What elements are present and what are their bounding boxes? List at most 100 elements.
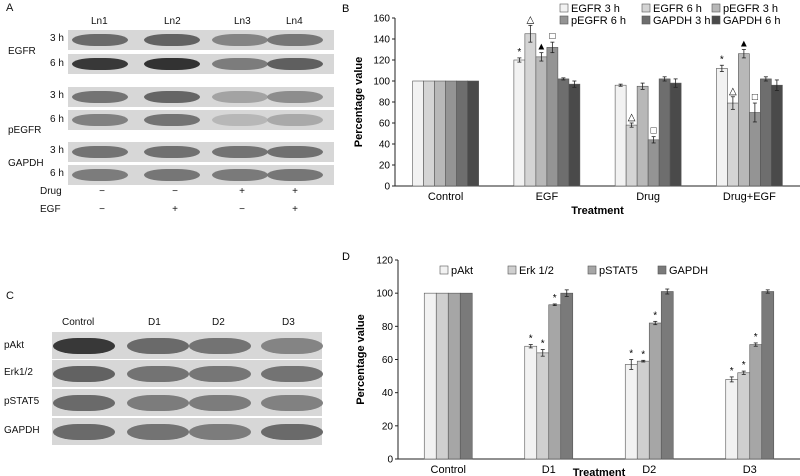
condition-sign: − xyxy=(99,186,105,197)
y-axis-label: Percentage value xyxy=(355,314,367,405)
blot-strip xyxy=(68,87,334,107)
significance-mark: ▲ xyxy=(536,42,546,53)
blot-band xyxy=(144,114,200,126)
bar xyxy=(669,82,682,187)
bar xyxy=(568,83,581,187)
category-label: Drug+EGF xyxy=(723,191,776,203)
significance-mark: □ xyxy=(752,92,758,103)
y-tick-label: 80 xyxy=(382,322,394,333)
bar xyxy=(624,364,638,460)
bar xyxy=(412,80,424,187)
y-tick-label: 140 xyxy=(373,35,390,46)
bar xyxy=(760,78,772,187)
bar xyxy=(737,372,751,460)
blot-band xyxy=(127,337,189,354)
bar xyxy=(467,80,479,187)
y-tick-label: 120 xyxy=(373,56,390,67)
significance-mark: △ xyxy=(729,86,737,97)
blot-band xyxy=(53,365,115,382)
bar xyxy=(456,80,468,187)
y-tick-label: 120 xyxy=(376,256,393,267)
bar xyxy=(761,291,775,460)
blot-band xyxy=(189,337,251,354)
y-tick-label: 60 xyxy=(382,355,394,366)
blot-strip xyxy=(68,30,334,50)
blot-row-label: Erk1/2 xyxy=(4,367,33,378)
blot-band xyxy=(267,114,323,126)
bar xyxy=(536,352,550,460)
blot-band xyxy=(267,91,323,103)
significance-mark: □ xyxy=(549,31,555,42)
significance-mark: * xyxy=(641,349,645,360)
lane-label: D3 xyxy=(282,317,295,328)
legend-label: EGFR 3 h xyxy=(571,3,620,15)
blot-band xyxy=(127,423,189,440)
legend-swatch xyxy=(657,265,667,275)
y-tick-label: 20 xyxy=(379,161,391,172)
bar xyxy=(423,80,435,187)
blot-band xyxy=(144,34,200,46)
panel-d-chart: D 0 20 40 60 80 100 120 Percentage value Control… xyxy=(342,251,800,476)
bar xyxy=(716,68,728,187)
legend-swatch xyxy=(559,15,569,25)
blot-band xyxy=(267,146,323,158)
bar xyxy=(625,124,638,187)
blot-band xyxy=(212,169,268,181)
significance-mark: * xyxy=(720,54,724,65)
bar xyxy=(459,292,473,460)
blot-band xyxy=(261,365,323,382)
legend-swatch xyxy=(641,3,651,13)
blot-band xyxy=(267,58,323,70)
bar xyxy=(434,80,446,187)
bar xyxy=(445,80,457,187)
bar xyxy=(548,304,562,460)
category-label: D1 xyxy=(542,464,556,476)
blot-band xyxy=(53,337,115,354)
blot-band xyxy=(72,146,128,158)
blot-row-label: 3 h xyxy=(50,33,64,44)
lane-label: Control xyxy=(62,317,95,328)
blot-band xyxy=(53,394,115,411)
significance-mark: * xyxy=(553,293,557,304)
bar xyxy=(727,102,739,187)
lane-label: D2 xyxy=(212,317,225,328)
blot-band xyxy=(261,337,323,354)
significance-mark: ▲ xyxy=(739,39,749,50)
blot-strip xyxy=(68,54,334,74)
significance-mark: * xyxy=(517,47,521,58)
y-tick-label: 0 xyxy=(384,182,390,193)
blot-band xyxy=(127,394,189,411)
condition-sign: − xyxy=(239,204,245,215)
lane-label: Ln4 xyxy=(286,16,303,27)
legend-swatch xyxy=(559,3,569,13)
legend-label: EGFR 6 h xyxy=(653,3,702,15)
condition-sign: + xyxy=(172,204,178,215)
bar xyxy=(560,292,574,460)
lane-label: Ln3 xyxy=(234,16,251,27)
blot-band xyxy=(261,394,323,411)
blot-strip xyxy=(52,389,323,416)
bar xyxy=(435,292,449,460)
lane-label: D1 xyxy=(148,317,161,328)
category-label: Drug xyxy=(636,191,660,203)
bar xyxy=(447,292,461,460)
category-label: Control xyxy=(431,464,466,476)
blot-row-label: 6 h xyxy=(50,168,64,179)
blot-row-label: pAkt xyxy=(4,340,25,351)
bar xyxy=(725,379,739,460)
panel-c-letter: C xyxy=(6,290,14,302)
legend-swatch xyxy=(711,15,721,25)
bar xyxy=(738,53,750,187)
y-axis-label: Percentage value xyxy=(353,57,365,148)
category-label: D2 xyxy=(642,464,656,476)
x-axis-label: Treatment xyxy=(571,205,624,217)
blot-band xyxy=(72,169,128,181)
legend-label: Erk 1/2 xyxy=(519,265,554,277)
category-label: D3 xyxy=(743,464,757,476)
bar xyxy=(658,78,671,187)
significance-mark: □ xyxy=(651,126,657,137)
significance-mark: △ xyxy=(527,14,535,25)
blot-row-label: pSTAT5 xyxy=(4,396,40,407)
condition-sign: + xyxy=(292,204,298,215)
lane-label: Ln2 xyxy=(164,16,181,27)
